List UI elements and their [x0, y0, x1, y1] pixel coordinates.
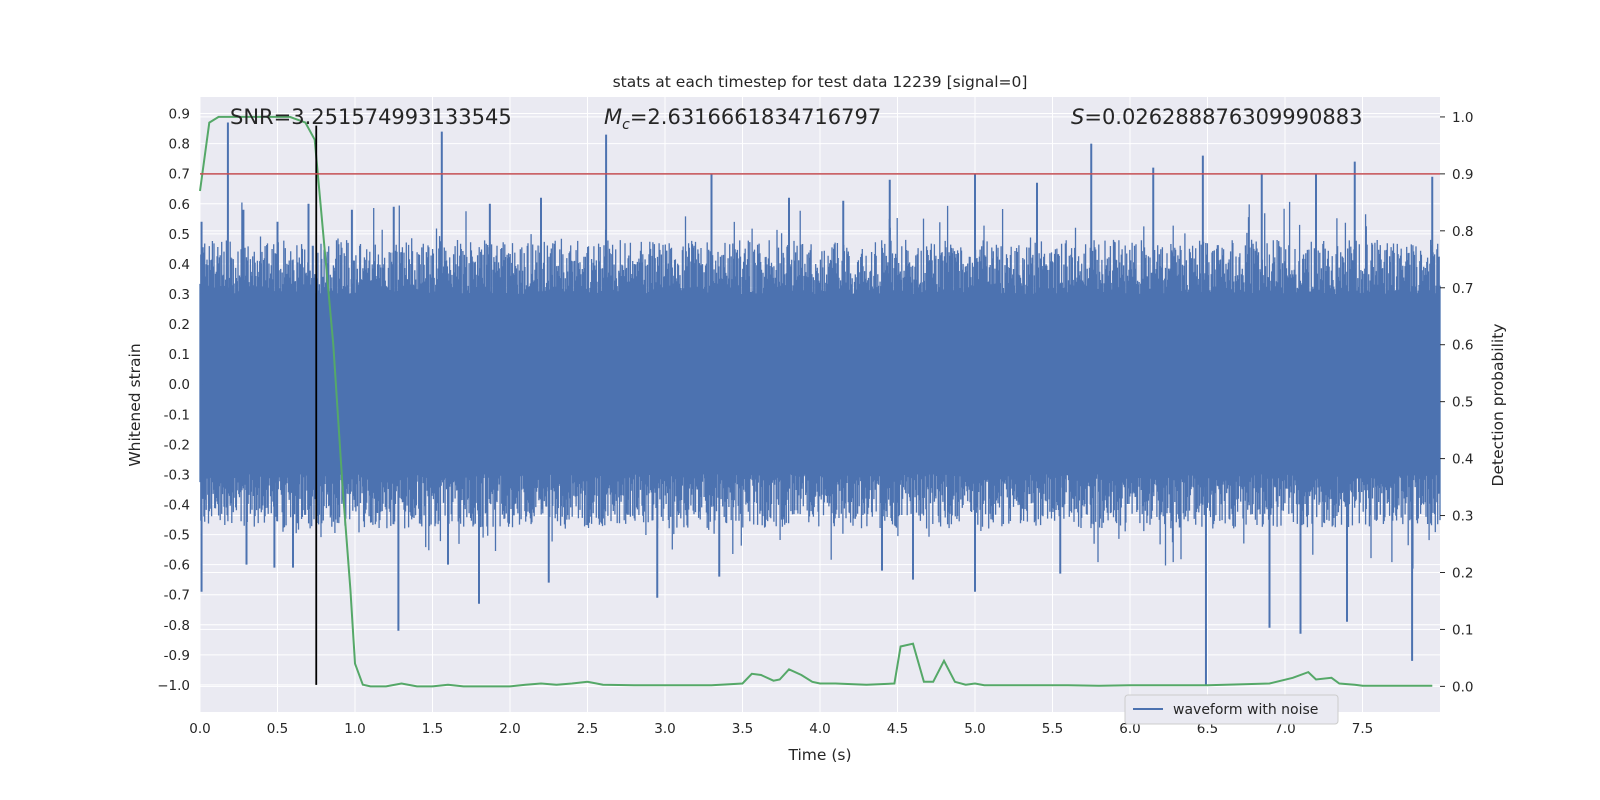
y-tick-label: 0.3 [169, 287, 190, 303]
chirp-mass-annotation: Mc=2.6316661834716797 [604, 105, 881, 133]
y-tick-label: -0.5 [164, 528, 190, 544]
y-tick-label: -0.1 [164, 407, 190, 423]
y-tick-label: 0.7 [169, 167, 190, 183]
y-tick-label: -0.8 [164, 618, 190, 634]
legend: waveform with noise [1124, 694, 1339, 725]
x-axis-label: Time (s) [787, 746, 851, 764]
legend-box [1124, 694, 1339, 725]
right-y-tick-label: 0.6 [1452, 338, 1473, 354]
x-tick-label: 3.5 [732, 721, 753, 737]
right-y-tick-label: 0.2 [1452, 565, 1473, 581]
right-y-tick-label: 0.5 [1452, 395, 1473, 411]
y-tick-label: 0.1 [169, 347, 190, 363]
probability-line [199, 115, 1433, 688]
s-symbol: S [1071, 105, 1084, 129]
waveform-core-band [200, 293, 1440, 475]
right-y-tick-label: 0.8 [1452, 224, 1473, 240]
x-tick-labels: 0.0 0.5 1.0 1.5 2.0 2.5 3.0 3.5 4.0 4.5 5.0 5.5 6.0 6… [189, 721, 1373, 737]
x-tick-label: 3.0 [654, 721, 675, 737]
chirp-mass-symbol: M [604, 105, 622, 129]
x-tick-label: 5.5 [1042, 721, 1063, 737]
right-y-tick-label: 0.4 [1452, 452, 1473, 468]
right-y-axis-label: Detection probability [1489, 324, 1507, 487]
y-tick-labels: 0.9 0.8 0.7 0.6 0.5 0.4 0.3 0.2 0.1 0.0 -0.1 -0.2 -0… [157, 107, 190, 694]
x-tick-label: 2.5 [577, 721, 598, 737]
x-tick-label: 6.0 [1119, 721, 1140, 737]
x-tick-label: 2.0 [499, 721, 520, 737]
y-tick-label: -0.2 [164, 437, 190, 453]
s-value: =0.026288876309990883 [1084, 105, 1362, 129]
x-tick-label: 4.0 [809, 721, 830, 737]
y-tick-label: -0.9 [164, 648, 190, 664]
right-y-tick-label: 0.3 [1452, 509, 1473, 525]
x-tick-label: 6.5 [1197, 721, 1218, 737]
y-tick-label: −1.0 [157, 678, 190, 694]
y-tick-label: 0.4 [169, 257, 190, 273]
waveform-series [199, 122, 1441, 685]
y-tick-label: 0.2 [169, 317, 190, 333]
y-tick-label: -0.4 [164, 497, 190, 513]
probability-series [199, 115, 1433, 688]
y-tick-label: -0.7 [164, 588, 190, 604]
y-tick-label: 0.5 [169, 227, 190, 243]
legend-label: waveform with noise [1173, 702, 1318, 718]
right-y-tick-labels: 1.0 0.9 0.8 0.7 0.6 0.5 0.4 0.3 0.2 0.1 0.0 [1440, 110, 1473, 695]
right-y-tick-label: 0.1 [1452, 622, 1473, 638]
y-tick-label: -0.3 [164, 467, 190, 483]
y-axis-label: Whitened strain [126, 343, 144, 466]
x-tick-label: 0.0 [189, 721, 210, 737]
y-tick-label: 0.6 [169, 197, 190, 213]
y-tick-label: 0.8 [169, 137, 190, 153]
y-tick-label: 0.9 [169, 107, 190, 123]
y-tick-label: -0.6 [164, 558, 190, 574]
overlay-lines [200, 125, 1440, 685]
x-tick-label: 1.0 [344, 721, 365, 737]
x-tick-label: 7.5 [1352, 721, 1373, 737]
right-y-tick-label: 0.0 [1452, 679, 1473, 695]
x-tick-label: 4.5 [887, 721, 908, 737]
chirp-mass-subscript: c [622, 117, 630, 133]
x-tick-label: 7.0 [1274, 721, 1295, 737]
x-tick-label: 1.5 [422, 721, 443, 737]
chirp-mass-value: =2.6316661834716797 [630, 105, 881, 129]
right-y-tick-label: 1.0 [1452, 110, 1473, 126]
s-annotation: S=0.026288876309990883 [1071, 105, 1362, 129]
chart-title: stats at each timestep for test data 122… [613, 73, 1028, 91]
right-y-tick-label: 0.7 [1452, 281, 1473, 297]
x-tick-label: 0.5 [267, 721, 288, 737]
y-tick-label: 0.0 [169, 377, 190, 393]
right-y-tick-label: 0.9 [1452, 167, 1473, 183]
x-tick-label: 5.0 [964, 721, 985, 737]
snr-annotation: SNR=3.251574993133545 [230, 105, 512, 129]
